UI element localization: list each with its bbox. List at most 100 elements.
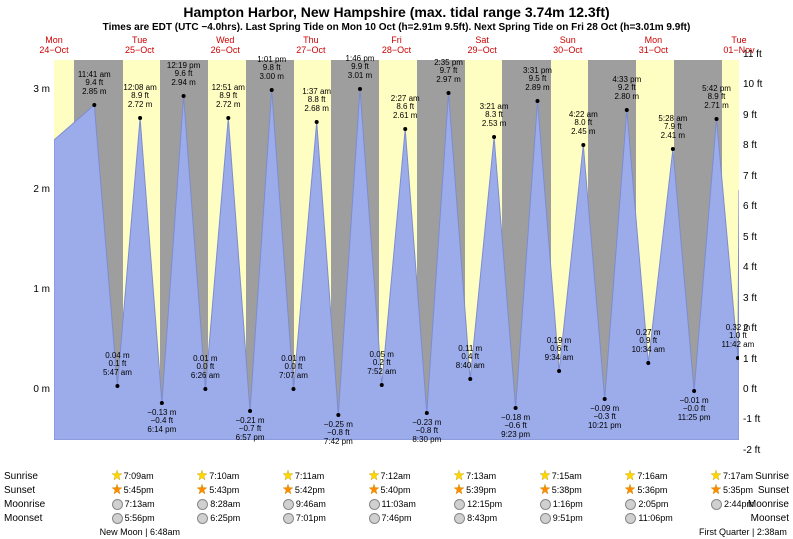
y-tick-ft: 6 ft <box>743 201 769 212</box>
moonrise-time: 1:16pm <box>540 499 583 510</box>
date-label: Sat29−Oct <box>462 36 502 56</box>
high-tide-label: 5:28 am7.9 ft2.41 m <box>648 115 698 140</box>
moonrise-row: MoonriseMoonrise7:13am8:28am9:46am11:03a… <box>0 497 793 511</box>
moonset-icon <box>540 513 551 524</box>
y-tick-ft: -2 ft <box>743 445 769 456</box>
moon-phase-label: New Moon | 6:48am <box>100 527 180 537</box>
sunrise-star <box>625 470 635 482</box>
sunrise-star <box>283 470 293 482</box>
moonrise-time: 2:44pm <box>711 499 754 510</box>
sunrise-time: 7:12am <box>369 470 411 482</box>
y-tick-ft: -1 ft <box>743 414 769 425</box>
y-tick-ft: 1 ft <box>743 354 769 365</box>
moonrise-icon <box>197 499 208 510</box>
moonrise-value: 12:15pm <box>467 499 502 509</box>
moonrise-icon <box>112 499 123 510</box>
moonset-time: 5:56pm <box>112 513 155 524</box>
moonrise-time: 8:28am <box>197 499 240 510</box>
high-tide-label: 12:51 am8.9 ft2.72 m <box>203 84 253 109</box>
sunrise-value: 7:09am <box>124 471 154 481</box>
date-label: Mon24−Oct <box>34 36 74 56</box>
high-tide-label: 12:19 pm9.6 ft2.94 m <box>159 62 209 87</box>
sunset-star <box>283 484 293 496</box>
moonset-time: 7:01pm <box>283 513 326 524</box>
low-tide-label: 0.04 m0.1 ft5:47 am <box>92 352 142 377</box>
moonset-icon <box>625 513 636 524</box>
sunset-label: Sunset <box>4 485 35 496</box>
low-tide-label: 0.27 m0.9 ft10:34 am <box>623 329 673 354</box>
sunset-value: 5:43pm <box>209 485 239 495</box>
chart-title: Hampton Harbor, New Hampshire (max. tida… <box>0 4 793 20</box>
low-tide-label: −0.18 m−0.6 ft9:23 pm <box>491 414 541 439</box>
sunrise-time: 7:15am <box>540 470 582 482</box>
low-tide-label: 0.01 m0.0 ft6:26 am <box>180 355 230 380</box>
moonrise-value: 7:13am <box>125 499 155 509</box>
moonrise-icon <box>454 499 465 510</box>
moonrise-icon <box>283 499 294 510</box>
sunset-star <box>540 484 550 496</box>
y-tick-m: 3 m <box>24 84 50 95</box>
moonset-value: 5:56pm <box>125 513 155 523</box>
moonset-value: 7:01pm <box>296 513 326 523</box>
y-tick-ft: 10 ft <box>743 79 769 90</box>
sunset-time: 5:40pm <box>369 484 411 496</box>
high-tide-label: 2:35 pm9.7 ft2.97 m <box>424 59 474 84</box>
moonrise-time: 11:03am <box>369 499 416 510</box>
low-tide-label: 0.01 m0.0 ft7:07 am <box>268 355 318 380</box>
moonrise-time: 2:05pm <box>625 499 668 510</box>
sunset-time: 5:45pm <box>112 484 154 496</box>
y-tick-ft: 4 ft <box>743 262 769 273</box>
high-tide-label: 1:46 pm9.9 ft3.01 m <box>335 55 385 80</box>
moonset-icon <box>197 513 208 524</box>
moonset-value: 6:25pm <box>210 513 240 523</box>
sunrise-time: 7:11am <box>283 470 324 482</box>
sunset-value: 5:35pm <box>723 485 753 495</box>
low-tide-label: −0.21 m−0.7 ft6:57 pm <box>225 417 275 442</box>
sunset-value: 5:42pm <box>295 485 325 495</box>
high-tide-label: 3:31 pm9.5 ft2.89 m <box>512 67 562 92</box>
sunset-star <box>454 484 464 496</box>
low-tide-label: 0.11 m0.4 ft8:40 am <box>445 345 495 370</box>
sunrise-star <box>711 470 721 482</box>
sunrise-time: 7:17am <box>711 470 753 482</box>
sunrise-row: SunriseSunrise7:09am7:10am7:11am7:12am7:… <box>0 469 793 483</box>
sunset-value: 5:39pm <box>466 485 496 495</box>
sunrise-time: 7:13am <box>454 470 496 482</box>
chart-subtitle: Times are EDT (UTC −4.0hrs). Last Spring… <box>0 22 793 33</box>
sunset-star <box>112 484 122 496</box>
sunrise-value: 7:13am <box>466 471 496 481</box>
moonset-value: 7:46pm <box>382 513 412 523</box>
y-tick-m: 0 m <box>24 384 50 395</box>
high-tide-label: 1:01 pm9.8 ft3.00 m <box>247 56 297 81</box>
moonrise-time: 7:13am <box>112 499 155 510</box>
plot-area: 11:41 am9.4 ft2.85 m0.04 m0.1 ft5:47 am1… <box>54 60 739 440</box>
sunrise-time: 7:16am <box>625 470 667 482</box>
moonrise-value: 9:46am <box>296 499 326 509</box>
sunrise-label: Sunrise <box>4 471 38 482</box>
y-tick-ft: 3 ft <box>743 293 769 304</box>
date-label: Wed26−Oct <box>205 36 245 56</box>
sunset-value: 5:45pm <box>124 485 154 495</box>
moonrise-icon <box>369 499 380 510</box>
moonset-icon <box>283 513 294 524</box>
moonset-value: 8:43pm <box>467 513 497 523</box>
moonrise-value: 8:28am <box>210 499 240 509</box>
low-tide-label: −0.09 m−0.3 ft10:21 pm <box>580 405 630 430</box>
low-tide-label: −0.13 m−0.4 ft6:14 pm <box>137 409 187 434</box>
sunrise-star <box>112 470 122 482</box>
sunrise-value: 7:15am <box>552 471 582 481</box>
moonset-icon <box>454 513 465 524</box>
date-label: Sun30−Oct <box>548 36 588 56</box>
moon-phase-label: First Quarter | 2:38am <box>699 527 787 537</box>
sunset-time: 5:39pm <box>454 484 496 496</box>
sunrise-value: 7:12am <box>381 471 411 481</box>
moonset-value: 11:06pm <box>638 513 672 523</box>
sunset-star <box>369 484 379 496</box>
sunrise-star <box>454 470 464 482</box>
moonrise-value: 11:03am <box>382 499 416 509</box>
sunset-time: 5:36pm <box>625 484 667 496</box>
low-tide-label: −0.23 m−0.8 ft8:30 pm <box>402 419 452 444</box>
y-tick-ft: 2 ft <box>743 323 769 334</box>
high-tide-label: 5:42 pm8.9 ft2.71 m <box>692 85 742 110</box>
sunrise-star <box>540 470 550 482</box>
